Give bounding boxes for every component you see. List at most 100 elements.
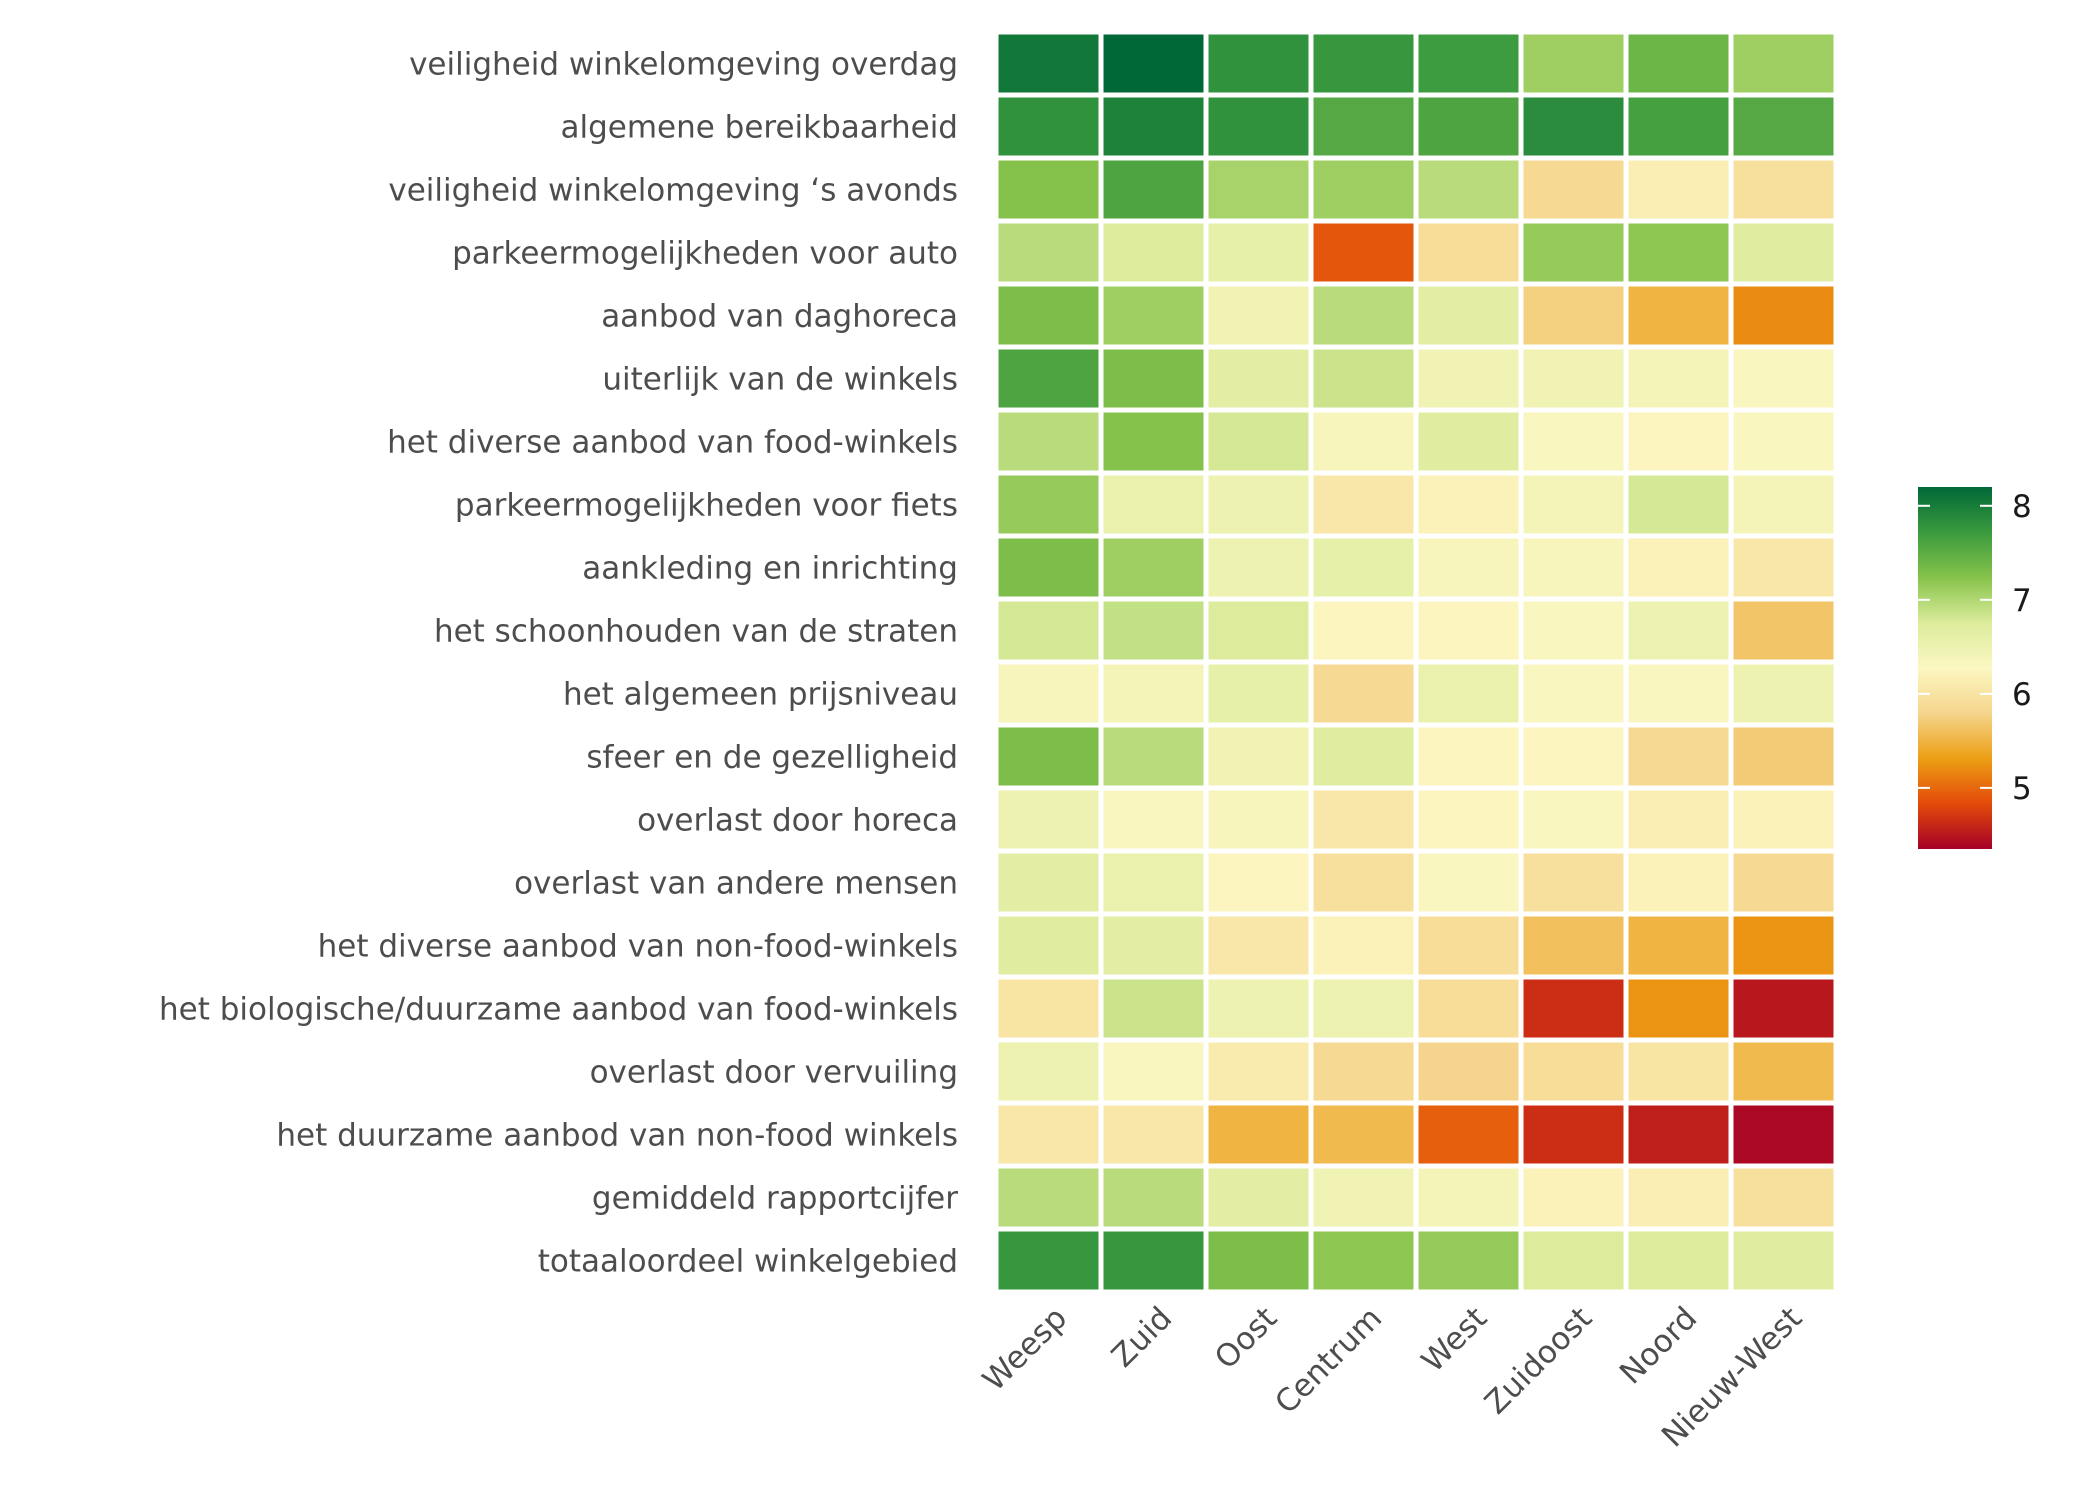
column-label: Weesp xyxy=(976,1300,1074,1398)
row-label: veiligheid winkelomgeving ‘s avonds xyxy=(388,173,958,209)
heatmap-cell xyxy=(1733,916,1834,975)
heatmap-cell xyxy=(1313,727,1414,786)
heatmap-cell xyxy=(1628,601,1729,660)
heatmap-cell xyxy=(1418,97,1519,156)
heatmap-cell xyxy=(1418,223,1519,282)
heatmap-cell xyxy=(1313,34,1414,93)
legend-tick-label: 6 xyxy=(2012,677,2032,713)
row-label: het diverse aanbod van food-winkels xyxy=(387,425,958,461)
heatmap-cell xyxy=(1313,97,1414,156)
heatmap-cell xyxy=(1208,601,1309,660)
heatmap-cell xyxy=(1418,979,1519,1038)
heatmap-cell xyxy=(1313,664,1414,723)
heatmap-cell xyxy=(1733,664,1834,723)
heatmap-cell xyxy=(1418,790,1519,849)
row-label: sfeer en de gezelligheid xyxy=(586,740,958,776)
heatmap-cell xyxy=(1418,349,1519,408)
heatmap-cell xyxy=(1628,1105,1729,1164)
heatmap-cell xyxy=(1313,790,1414,849)
heatmap-cell xyxy=(1733,979,1834,1038)
heatmap-cell xyxy=(1628,1168,1729,1227)
heatmap-cell xyxy=(1733,727,1834,786)
heatmap-cell xyxy=(1313,853,1414,912)
heatmap-cell xyxy=(998,1042,1099,1101)
row-label: gemiddeld rapportcijfer xyxy=(592,1181,958,1217)
heatmap-cell xyxy=(1733,412,1834,471)
color-legend-bar xyxy=(1918,487,1992,849)
heatmap-cell xyxy=(1103,223,1204,282)
heatmap-cell xyxy=(1208,790,1309,849)
heatmap-cell xyxy=(1103,349,1204,408)
heatmap-cell xyxy=(1628,538,1729,597)
heatmap-cell xyxy=(998,979,1099,1038)
heatmap-cell xyxy=(1523,727,1624,786)
legend-tick-label: 5 xyxy=(2012,771,2032,807)
heatmap-cell xyxy=(1313,538,1414,597)
row-label: algemene bereikbaarheid xyxy=(560,110,958,146)
heatmap-cell xyxy=(1103,97,1204,156)
heatmap-cell xyxy=(1733,223,1834,282)
heatmap-cell xyxy=(1733,601,1834,660)
heatmap-cell xyxy=(998,916,1099,975)
column-label: Oost xyxy=(1208,1300,1284,1376)
row-label: parkeermogelijkheden voor auto xyxy=(452,236,958,272)
heatmap-cell xyxy=(1208,160,1309,219)
heatmap-cell xyxy=(1103,475,1204,534)
heatmap-cell xyxy=(1418,727,1519,786)
heatmap-cell xyxy=(1418,538,1519,597)
heatmap-cell xyxy=(1208,412,1309,471)
heatmap-cell xyxy=(1208,1105,1309,1164)
heatmap-cells xyxy=(998,34,1834,1290)
heatmap-cell xyxy=(1208,97,1309,156)
heatmap-cell xyxy=(1208,1168,1309,1227)
heatmap-cell xyxy=(1103,160,1204,219)
heatmap-cell xyxy=(1103,1168,1204,1227)
heatmap-cell xyxy=(1523,97,1624,156)
heatmap-cell xyxy=(1628,790,1729,849)
heatmap-cell xyxy=(998,160,1099,219)
row-label: het schoonhouden van de straten xyxy=(434,614,958,650)
heatmap-cell xyxy=(1103,664,1204,723)
heatmap-cell xyxy=(1208,475,1309,534)
heatmap-cell xyxy=(1628,412,1729,471)
heatmap-cell xyxy=(1313,1231,1414,1290)
row-label: het diverse aanbod van non-food-winkels xyxy=(318,929,958,965)
heatmap-cell xyxy=(1523,664,1624,723)
heatmap-cell xyxy=(1628,1231,1729,1290)
heatmap-cell xyxy=(1523,1105,1624,1164)
heatmap-cell xyxy=(1523,1231,1624,1290)
heatmap-cell xyxy=(1208,1231,1309,1290)
heatmap-cell xyxy=(1208,727,1309,786)
column-label: Zuid xyxy=(1105,1300,1179,1374)
heatmap-cell xyxy=(1733,538,1834,597)
heatmap-cell xyxy=(1628,160,1729,219)
heatmap-cell xyxy=(998,853,1099,912)
heatmap-cell xyxy=(1523,790,1624,849)
column-label: Centrum xyxy=(1268,1300,1389,1421)
heatmap-cell xyxy=(1418,1231,1519,1290)
heatmap-cell xyxy=(1418,475,1519,534)
row-label: overlast van andere mensen xyxy=(514,866,958,902)
heatmap-cell xyxy=(1523,601,1624,660)
heatmap-cell xyxy=(1313,412,1414,471)
row-label: parkeermogelijkheden voor fiets xyxy=(455,488,958,524)
heatmap-cell xyxy=(1733,853,1834,912)
heatmap-cell xyxy=(1523,223,1624,282)
heatmap-cell xyxy=(1103,34,1204,93)
heatmap-cell xyxy=(1628,349,1729,408)
heatmap-cell xyxy=(1208,916,1309,975)
heatmap-cell xyxy=(1523,286,1624,345)
heatmap-cell xyxy=(1418,1105,1519,1164)
heatmap-cell xyxy=(1628,727,1729,786)
heatmap-cell xyxy=(1733,160,1834,219)
heatmap-cell xyxy=(1733,1231,1834,1290)
heatmap-cell xyxy=(998,97,1099,156)
heatmap-cell xyxy=(1628,97,1729,156)
heatmap-cell xyxy=(1103,601,1204,660)
heatmap-cell xyxy=(1523,34,1624,93)
heatmap-cell xyxy=(998,34,1099,93)
heatmap-cell xyxy=(998,223,1099,282)
heatmap-cell xyxy=(1103,538,1204,597)
heatmap-cell xyxy=(1208,223,1309,282)
column-label: Noord xyxy=(1613,1300,1704,1391)
